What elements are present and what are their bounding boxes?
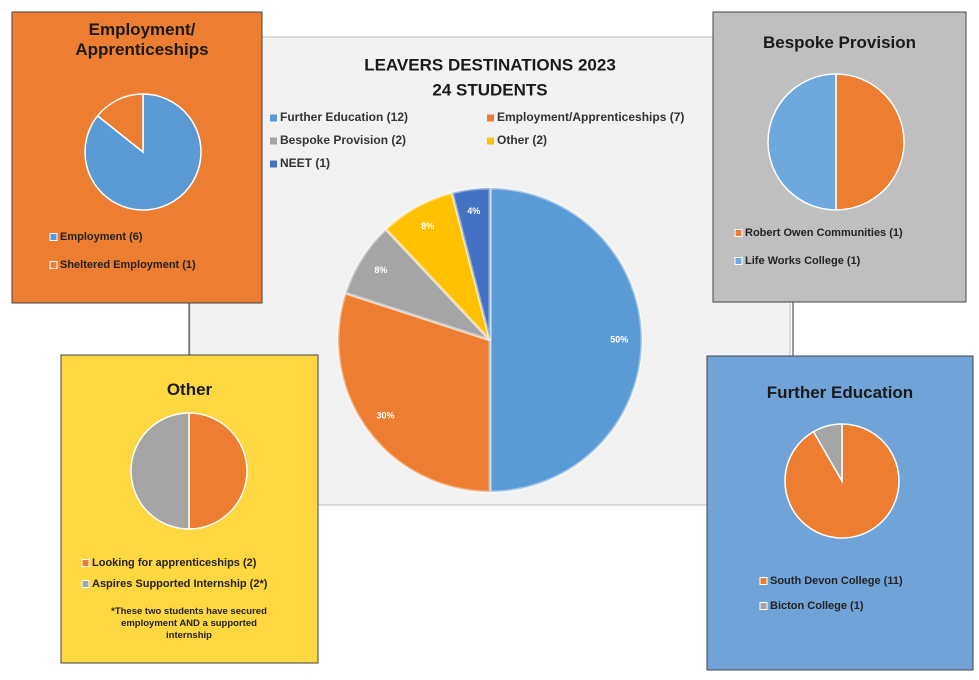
footnote: *These two students have secured employm…	[111, 606, 267, 641]
data-label: 8%	[374, 265, 387, 275]
legend-marker	[487, 137, 494, 145]
legend-label: Other (2)	[497, 133, 547, 147]
legend-label: Aspires Supported Internship (2*)	[92, 578, 268, 590]
legend-marker	[759, 602, 768, 610]
legend-marker	[734, 229, 743, 237]
legend-label: Looking for apprenticeships (2)	[92, 557, 257, 569]
pie-slice	[767, 73, 837, 211]
panel-title: Bespoke Provision	[762, 33, 917, 52]
pie-slice	[336, 291, 492, 494]
pie-slice	[812, 423, 843, 484]
legend-label: South Devon College (11)	[770, 575, 903, 587]
data-label: 4%	[467, 206, 480, 216]
pie-slice	[188, 412, 248, 530]
panel-title: Further Education	[766, 383, 914, 402]
pie-slice	[343, 227, 492, 342]
legend-marker	[49, 261, 58, 269]
legend-marker	[49, 233, 58, 241]
legend-label: Life Works College (1)	[745, 255, 861, 267]
legend-marker	[81, 580, 90, 588]
data-label: 50%	[610, 334, 628, 344]
data-label: 8%	[421, 221, 434, 231]
legend-marker	[270, 160, 277, 168]
legend-marker	[487, 114, 494, 122]
chart-title: LEAVERS DESTINATIONS 2023	[364, 55, 616, 74]
legend-label: Sheltered Employment (1)	[60, 259, 196, 271]
panel-title: Other	[166, 380, 213, 399]
legend-label: Further Education (12)	[280, 110, 408, 124]
legend-label: Bespoke Provision (2)	[280, 133, 406, 147]
chart-subtitle: 24 STUDENTS	[432, 80, 547, 99]
data-label: 30%	[376, 410, 394, 420]
pie-slice	[383, 190, 492, 342]
legend-marker	[270, 114, 277, 122]
legend-marker	[270, 137, 277, 145]
legend-marker	[81, 559, 90, 567]
legend-marker	[734, 257, 743, 265]
pie-slice	[835, 73, 905, 211]
legend-label: Robert Owen Communities (1)	[745, 227, 903, 239]
legend-marker	[759, 577, 768, 585]
legend-label: NEET (1)	[280, 156, 330, 170]
legend-label: Employment (6)	[60, 231, 143, 243]
pie-slice	[96, 93, 144, 154]
pie-slice	[450, 186, 492, 341]
legend-label: Employment/Apprenticeships (7)	[497, 110, 684, 124]
panel-title: Employment/ Apprenticeships	[75, 20, 209, 59]
legend-label: Bicton College (1)	[770, 600, 864, 612]
pie-slice	[488, 186, 644, 494]
pie-slice	[130, 412, 190, 530]
